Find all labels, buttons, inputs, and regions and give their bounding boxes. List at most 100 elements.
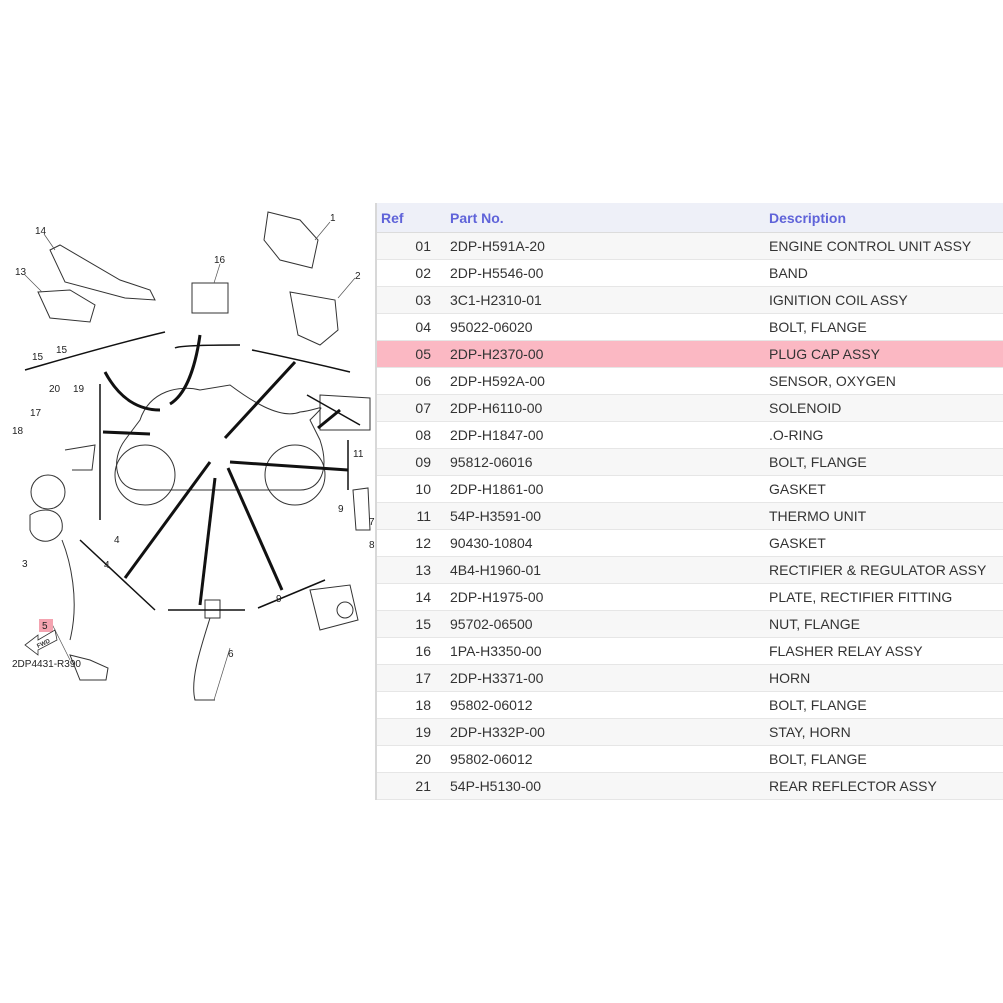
row-ref: 05 [415,346,431,362]
row-ref: 16 [415,643,431,659]
row-description: BOLT, FLANGE [769,751,867,767]
row-part-no: 2DP-H1975-00 [450,589,544,605]
row-description: REAR REFLECTOR ASSY [769,778,937,794]
row-description: STAY, HORN [769,724,851,740]
table-row[interactable]: 16 1PA-H3350-00 FLASHER RELAY ASSY [377,638,1003,665]
row-part-no: 95702-06500 [450,616,533,632]
parts-diagram: 1 2 14 13 16 15 15 20 19 17 18 11 9 7 8 … [12,211,375,701]
row-ref: 12 [415,535,431,551]
table-row[interactable]: 11 54P-H3591-00 THERMO UNIT [377,503,1003,530]
row-description: GASKET [769,481,826,497]
callout-8[interactable]: 8 [369,540,375,551]
callout-7[interactable]: 7 [369,517,375,528]
table-row[interactable]: 06 2DP-H592A-00 SENSOR, OXYGEN [377,368,1003,395]
row-description: BOLT, FLANGE [769,454,867,470]
callout-4b[interactable]: 4 [104,560,110,571]
table-header: Ref Part No. Description [377,203,1003,233]
table-row[interactable]: 14 2DP-H1975-00 PLATE, RECTIFIER FITTING [377,584,1003,611]
table-row[interactable]: 12 90430-10804 GASKET [377,530,1003,557]
header-ref: Ref [381,209,404,226]
callout-6[interactable]: 6 [228,649,234,660]
row-part-no: 2DP-H2370-00 [450,346,544,362]
row-description: IGNITION COIL ASSY [769,292,908,308]
row-ref: 03 [415,292,431,308]
row-ref: 04 [415,319,431,335]
row-part-no: 2DP-H591A-20 [450,238,545,254]
callout-4a[interactable]: 4 [114,535,120,546]
callout-9b[interactable]: 9 [276,594,282,605]
callout-20[interactable]: 20 [49,384,61,395]
motorcycle-outline [116,384,325,491]
table-row[interactable]: 05 2DP-H2370-00 PLUG CAP ASSY [377,341,1003,368]
parts-table: Ref Part No. Description 01 2DP-H591A-20 E… [375,203,1003,800]
diagram-code: 2DP4431-R390 [12,659,81,670]
callout-19[interactable]: 19 [73,384,85,395]
row-ref: 01 [415,238,431,254]
row-part-no: 3C1-H2310-01 [450,292,542,308]
row-description: ENGINE CONTROL UNIT ASSY [769,238,972,254]
row-description: BAND [769,265,808,281]
row-part-no: 2DP-H332P-00 [450,724,545,740]
table-row[interactable]: 18 95802-06012 BOLT, FLANGE [377,692,1003,719]
row-part-no: 90430-10804 [450,535,533,551]
table-row[interactable]: 20 95802-06012 BOLT, FLANGE [377,746,1003,773]
header-part-no: Part No. [450,209,504,226]
table-row[interactable]: 15 95702-06500 NUT, FLANGE [377,611,1003,638]
callout-18[interactable]: 18 [12,426,24,437]
callout-14[interactable]: 14 [35,226,47,237]
table-row[interactable]: 08 2DP-H1847-00 .O-RING [377,422,1003,449]
row-description: .O-RING [769,427,824,443]
row-part-no: 2DP-H5546-00 [450,265,544,281]
row-part-no: 95802-06012 [450,697,533,713]
row-description: THERMO UNIT [769,508,867,524]
callout-11[interactable]: 11 [353,449,364,460]
row-ref: 02 [415,265,431,281]
table-row[interactable]: 09 95812-06016 BOLT, FLANGE [377,449,1003,476]
row-description: RECTIFIER & REGULATOR ASSY [769,562,987,578]
row-part-no: 2DP-H6110-00 [450,400,543,416]
row-ref: 20 [415,751,431,767]
callout-5[interactable]: 5 [42,621,48,632]
row-ref: 08 [415,427,431,443]
callout-2[interactable]: 2 [355,271,361,282]
row-description: SENSOR, OXYGEN [769,373,896,389]
row-ref: 11 [416,508,431,524]
table-row[interactable]: 04 95022-06020 BOLT, FLANGE [377,314,1003,341]
row-description: BOLT, FLANGE [769,697,867,713]
callout-15b[interactable]: 15 [56,345,68,356]
callout-9a[interactable]: 9 [338,504,344,515]
row-part-no: 95812-06016 [450,454,533,470]
table-row[interactable]: 10 2DP-H1861-00 GASKET [377,476,1003,503]
row-ref: 15 [415,616,431,632]
callout-1[interactable]: 1 [330,213,336,224]
row-part-no: 4B4-H1960-01 [450,562,542,578]
row-ref: 10 [415,481,431,497]
row-description: FLASHER RELAY ASSY [769,643,923,659]
table-row[interactable]: 21 54P-H5130-00 REAR REFLECTOR ASSY [377,773,1003,800]
row-ref: 18 [415,697,431,713]
table-row[interactable]: 17 2DP-H3371-00 HORN [377,665,1003,692]
row-description: PLUG CAP ASSY [769,346,881,362]
row-ref: 06 [415,373,431,389]
table-row[interactable]: 19 2DP-H332P-00 STAY, HORN [377,719,1003,746]
row-ref: 19 [415,724,431,740]
callout-16[interactable]: 16 [214,255,226,266]
table-row[interactable]: 07 2DP-H6110-00 SOLENOID [377,395,1003,422]
callout-15a[interactable]: 15 [32,352,44,363]
row-part-no: 95802-06012 [450,751,533,767]
fwd-arrow-icon: FWD [24,629,58,656]
row-part-no: 1PA-H3350-00 [450,643,542,659]
row-ref: 14 [415,589,431,605]
row-part-no: 54P-H3591-00 [450,508,542,524]
row-description: BOLT, FLANGE [769,319,867,335]
table-row[interactable]: 02 2DP-H5546-00 BAND [377,260,1003,287]
table-row[interactable]: 03 3C1-H2310-01 IGNITION COIL ASSY [377,287,1003,314]
table-row[interactable]: 13 4B4-H1960-01 RECTIFIER & REGULATOR ASSY [377,557,1003,584]
callout-3[interactable]: 3 [22,559,28,570]
row-description: GASKET [769,535,826,551]
row-part-no: 2DP-H1847-00 [450,427,544,443]
table-row[interactable]: 01 2DP-H591A-20 ENGINE CONTROL UNIT ASSY [377,233,1003,260]
callout-13[interactable]: 13 [15,267,27,278]
callout-17[interactable]: 17 [30,408,42,419]
row-description: NUT, FLANGE [769,616,861,632]
